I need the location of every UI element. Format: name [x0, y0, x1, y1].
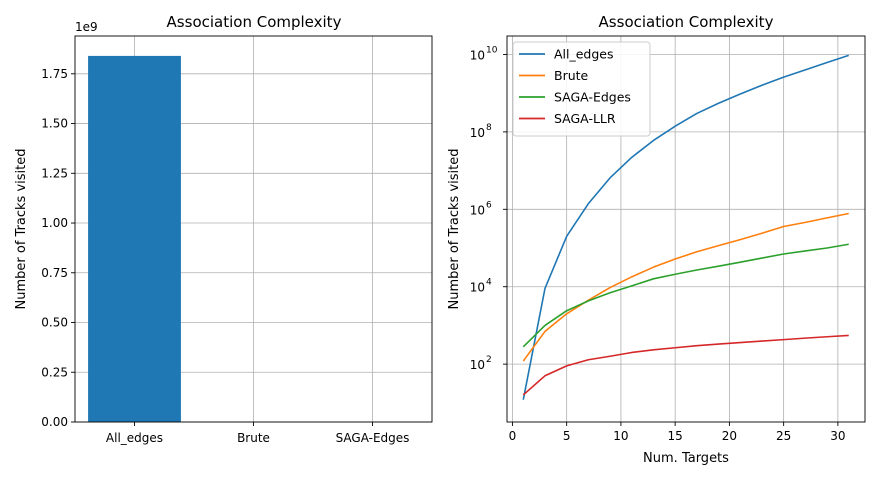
ytick-base: 10: [470, 126, 485, 140]
ytick-label: 10 4: [470, 278, 492, 295]
xtick-label: Brute: [237, 431, 270, 445]
ytick-label: 0.50: [41, 316, 68, 330]
ytick-exponent: 8: [486, 123, 492, 133]
ytick-label: 10 6: [470, 200, 492, 217]
ytick-label: 10 2: [470, 355, 492, 372]
xtick-label: 30: [830, 429, 845, 443]
series-line-all_edges: [522, 54, 849, 400]
legend-label: Brute: [554, 68, 589, 83]
xtick-label: All_edges: [106, 431, 163, 445]
xtick-label: 5: [563, 429, 571, 443]
xtick-label: 20: [722, 429, 737, 443]
ytick-label: 1.00: [41, 216, 68, 230]
ytick-exponent: 6: [486, 200, 492, 210]
legend-label: SAGA-LLR: [554, 111, 616, 126]
line-chart-xlabel: Num. Targets: [643, 451, 729, 466]
line-chart-title: Association Complexity: [599, 13, 774, 31]
ytick-label: 10 8: [470, 123, 492, 140]
ytick-label: 1.50: [41, 117, 68, 131]
ytick-exponent: 10: [486, 45, 498, 55]
bar-all_edges: [88, 55, 181, 422]
ytick-exponent: 2: [486, 355, 492, 365]
legend: All_edges Brute SAGA-Edges SAGA-LLR: [512, 41, 651, 137]
bar-chart-offset-label: 1e9: [75, 20, 98, 34]
ytick-label: 10 10: [470, 45, 498, 62]
ytick-base: 10: [470, 281, 485, 295]
bar-chart-title: Association Complexity: [167, 13, 342, 31]
xtick-label: 10: [613, 429, 628, 443]
ytick-base: 10: [470, 358, 485, 372]
ytick-exponent: 4: [486, 278, 492, 288]
bar-chart-frame: [74, 35, 433, 423]
xtick-label: SAGA-Edges: [336, 431, 410, 445]
xtick-label: 0: [509, 429, 517, 443]
series-line-brute: [522, 212, 849, 362]
line-chart-ylabel: Number of Tracks visited: [447, 149, 462, 310]
ytick-label: 0.00: [41, 415, 68, 429]
series-line-saga-edges: [522, 243, 849, 348]
legend-label: All_edges: [554, 47, 614, 62]
bar-chart-ylabel: Number of Tracks visited: [14, 149, 29, 310]
series-line-saga-llr: [522, 334, 849, 396]
bar-chart: Association Complexity 1e9 Number of Tra…: [14, 13, 433, 445]
line-chart: Association Complexity Number of Tracks …: [447, 13, 866, 466]
ytick-label: 1.25: [41, 166, 68, 180]
legend-box: [512, 41, 651, 137]
ytick-base: 10: [470, 48, 485, 62]
ytick-label: 1.75: [41, 67, 68, 81]
xtick-label: 15: [668, 429, 683, 443]
ytick-label: 0.75: [41, 266, 68, 280]
xtick-label: 25: [776, 429, 791, 443]
legend-label: SAGA-Edges: [554, 90, 631, 105]
ytick-label: 0.25: [41, 365, 68, 379]
line-chart-frame: [506, 35, 866, 423]
ytick-base: 10: [470, 203, 485, 217]
